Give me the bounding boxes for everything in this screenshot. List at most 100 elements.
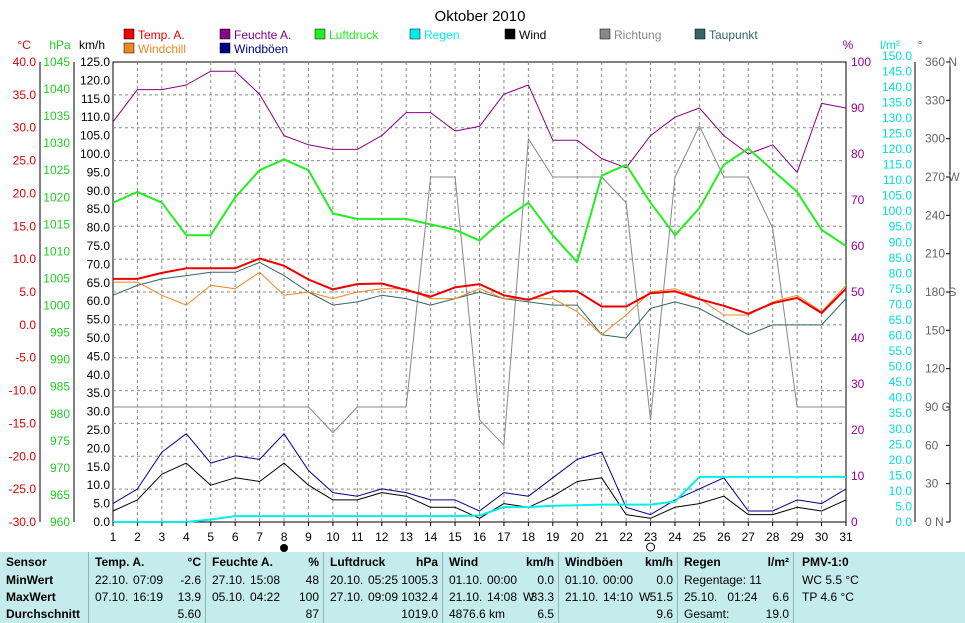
axis-tick-label: -25.0 [9,482,37,496]
axis-tick-label: 10.0 [13,252,37,266]
stats-col-temp: Temp. A. °C 22.10. 07:09 -2.6 07.10. 16:… [88,552,206,623]
series-line-temp-a [113,257,847,315]
stats-col-wind: Wind km/h 01.10. 00:00 0.0 21.10. 14:08 … [442,552,559,623]
x-tick-label: 10 [326,530,340,544]
axis-tick-label: 70 [851,193,865,207]
axis-tick-label: 30.0 [13,121,37,135]
new-moon-icon [646,542,656,552]
legend-label: Temp. A. [138,28,185,42]
x-tick-label: 21 [595,530,609,544]
axis-tick-label: 45.0 [87,349,111,363]
axis-tick-label: 150 [925,323,945,337]
x-tick-label: 3 [159,530,166,544]
axis-tick-label: 80 [851,147,865,161]
axis-tick-label: 270 W [925,170,960,184]
axis-tick-label: 135.0 [882,95,912,109]
x-tick-label: 5 [207,530,214,544]
axis-unit-label: km/h [79,38,105,52]
axis-tick-label: 25.0 [13,154,37,168]
legend: Temp. A. Feuchte A. Luftdruck Regen Wind Rich… [123,28,758,56]
series-line-regen [113,475,846,523]
stats-unit-temp: °C [187,555,201,569]
axis-tick-label: 1035 [43,109,70,123]
axis-tick-label: 5.0 [93,497,110,511]
x-tick-label: 2 [134,530,141,544]
chart-background [0,0,965,552]
axis-tick-label: -20.0 [9,449,37,463]
x-tick-label: 28 [766,530,780,544]
boe-avg-value: 9.6 [656,607,673,621]
axis-tick-label: 1030 [43,136,70,150]
x-tick-label: 9 [305,530,312,544]
axis-tick-label: 985 [50,380,70,394]
axis-unit-label: ° [918,38,923,52]
axis-tick-label: -30.0 [9,515,37,529]
axis-tick-label: 100.0 [882,204,912,218]
axis-tick-label: 40.0 [13,55,37,69]
boe-min-value: 0.0 [656,573,673,587]
x-tick-label: 7 [256,530,263,544]
axis-tick-label: 0 [851,515,858,529]
weather-chart: Oktober 2010 Temp. A. Feuchte A. Luftdruck… [0,0,965,552]
series-line-feuchte-a [112,70,847,173]
x-tick-label: 24 [668,530,682,544]
axis-tick-label: 980 [50,407,70,421]
feuchte-min-date: 27.10. [212,573,246,587]
full-moon-icon [280,544,289,552]
axis-tick-label: 95.0 [87,165,111,179]
wind-min-date: 01.10. [449,573,483,587]
legend-swatch [219,28,231,40]
legend-swatch [599,28,611,40]
x-tick-label: 25 [693,530,707,544]
axis-unit-labels: °C hPa km/h% l/m² ° [17,38,922,52]
axis-tick-label: 140.0 [882,80,912,94]
axis-tick-label: 50.0 [889,360,913,374]
axis-tick-label: 975 [50,434,70,448]
stats-header-wind: Wind [449,555,479,569]
regen-tage: Regentage: 11 [684,573,762,587]
legend-swatch [409,28,421,40]
x-tick-label: 20 [571,530,585,544]
druck-max-time: 09:09 [368,590,399,604]
axis-tick-label: 90.0 [87,184,111,198]
wind-max-direction: W [523,590,535,604]
stats-header-regen: Regen [684,555,721,569]
boe-min-time: 00:00 [603,573,634,587]
axis-tick-label: 35.0 [13,88,37,102]
axis-tick-label: 110.0 [81,110,110,124]
stats-unit-regen: l/m² [767,555,789,569]
axis-tick-label: 50.0 [87,331,111,345]
regen-gesamt-label: Gesamt: [684,607,730,621]
axis-tick-label: 10.0 [87,478,111,492]
legend-swatch [123,42,135,54]
axis-tick-label: 85.0 [87,202,111,216]
x-tick-label: 11 [351,530,364,544]
feuchte-min-time: 15:08 [250,573,281,587]
wind-avg-value: 6.5 [537,607,554,621]
stats-col-regen: Regen l/m² Regentage: 11 25.10. 01:24 6.… [677,552,794,623]
axis-tick-label: 80.0 [87,221,111,235]
axis-tick-label: 25.0 [889,437,913,451]
axis-tick-label: 5.0 [19,285,36,299]
legend-label: Wind [519,28,546,42]
x-tick-label: 12 [375,530,389,544]
wind-distance: 4876.6 km [449,607,506,621]
axes: -30.0-25.0-20.0-15.0-10.0-5.00.05.010.01… [9,49,961,529]
axis-tick-label: 115.0 [81,92,110,106]
legend-label: Regen [424,28,459,42]
axis-tick-label: 70.0 [889,297,913,311]
x-tick-label: 16 [473,530,487,544]
axis-tick-label: 110.0 [883,173,912,187]
axis-tick-label: 5.0 [895,499,912,513]
axis-unit-label: hPa [49,38,71,52]
regen-gesamt-value: 19.0 [765,607,789,621]
axis-tick-label: 70.0 [87,257,111,271]
axis-tick-label: 1000 [43,299,70,313]
stats-col-luftdruck: Luftdruck hPa 20.10. 05:25 1005.3 27.10.… [323,552,443,623]
axis-tick-label: 1020 [43,190,70,204]
stats-col-feuchte: Feuchte A. % 27.10. 15:08 48 05.10. 04:2… [205,552,324,623]
axis-tick-label: 965 [50,488,70,502]
axis-tick-label: 995 [50,326,70,340]
axis-tick-label: 1015 [43,217,70,231]
feuchte-max-value: 100 [298,590,319,604]
